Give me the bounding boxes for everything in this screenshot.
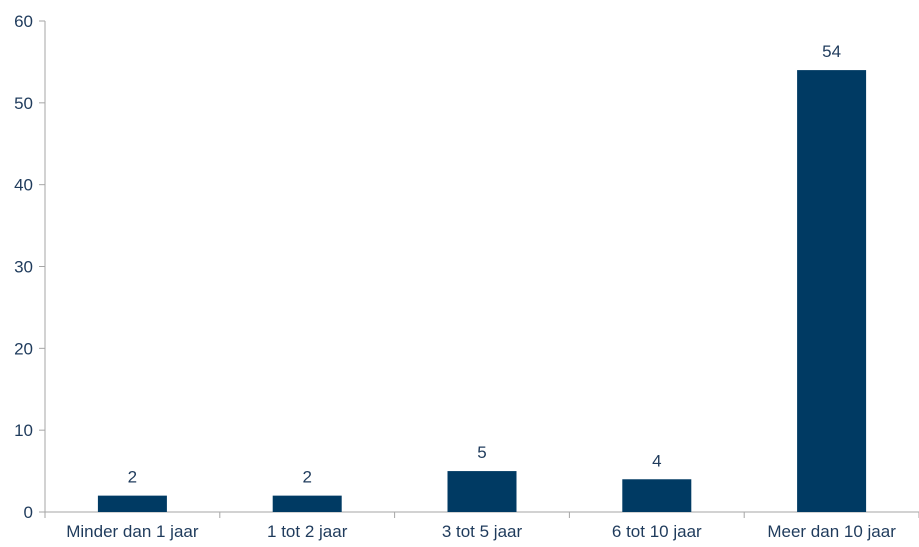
y-tick-label: 10 [14,421,33,440]
data-label: 4 [652,451,661,470]
data-label: 2 [302,468,311,487]
y-tick-label: 50 [14,94,33,113]
x-category-label: 3 tot 5 jaar [442,522,523,541]
x-category-label: Minder dan 1 jaar [66,522,199,541]
bar [447,471,517,512]
data-label: 2 [128,468,137,487]
y-tick-label: 20 [14,339,33,358]
y-tick-label: 0 [24,503,33,522]
y-tick-label: 60 [14,12,33,31]
y-tick-label: 30 [14,258,33,277]
bar [622,479,692,512]
y-tick-label: 40 [14,176,33,195]
bar [272,495,342,512]
data-label: 5 [477,443,486,462]
x-category-label: 1 tot 2 jaar [267,522,348,541]
bar [97,495,167,512]
x-category-label: 6 tot 10 jaar [612,522,702,541]
data-label: 54 [822,42,841,61]
x-category-label: Meer dan 10 jaar [767,522,896,541]
bar [797,70,867,512]
